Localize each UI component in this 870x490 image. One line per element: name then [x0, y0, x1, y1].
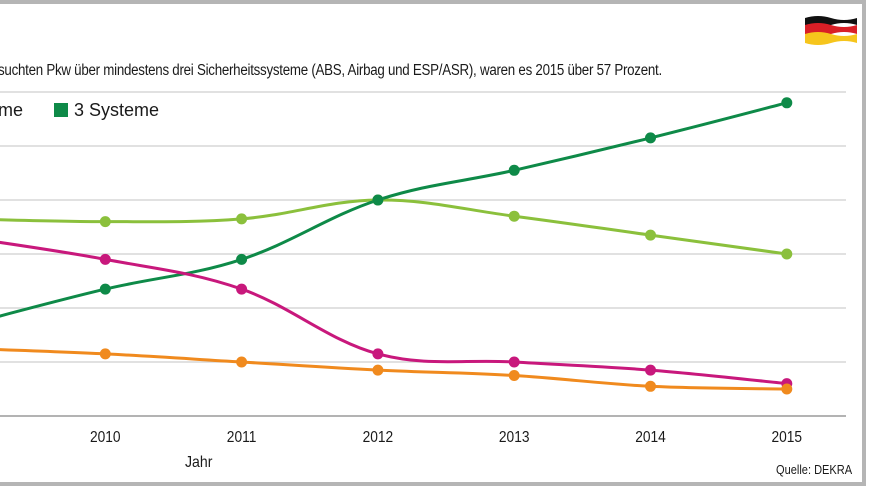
legend-item-partial: me — [0, 100, 23, 121]
data-point — [781, 97, 793, 109]
x-tick-label: 2011 — [227, 428, 257, 446]
legend: me 3 Systeme — [0, 100, 185, 121]
data-point — [645, 380, 656, 392]
data-point — [645, 229, 656, 241]
data-point — [781, 248, 793, 260]
data-point — [508, 164, 520, 176]
source-note: Quelle: DEKRA — [776, 462, 853, 477]
data-point — [781, 383, 793, 395]
data-point — [99, 216, 111, 228]
data-point — [236, 356, 248, 368]
series-line-0 — [0, 198, 789, 256]
data-point — [372, 364, 384, 376]
data-point — [99, 283, 111, 295]
legend-label: me — [0, 100, 24, 120]
data-point — [372, 348, 384, 360]
x-tick-label: 2012 — [363, 428, 394, 446]
data-point — [508, 210, 520, 222]
data-points — [99, 97, 793, 395]
data-point — [236, 253, 248, 265]
x-tick-label: 2014 — [635, 428, 666, 446]
data-point — [236, 213, 248, 225]
data-point — [372, 194, 384, 206]
german-flag-icon — [805, 16, 857, 45]
x-tick-label: 2010 — [90, 428, 121, 446]
x-axis-ticks: 2010 2011 2012 2013 2014 2015 — [90, 428, 802, 446]
data-point — [645, 364, 656, 376]
series-line-1 — [0, 101, 789, 318]
x-axis-label: Jahr — [185, 454, 213, 471]
data-point — [508, 356, 520, 368]
series-line-3 — [0, 348, 789, 391]
x-tick-label: 2015 — [772, 428, 803, 446]
data-point — [99, 348, 111, 360]
legend-item-3-systeme: 3 Systeme — [54, 100, 159, 121]
gridlines — [0, 91, 846, 417]
x-tick-label: 2013 — [499, 428, 530, 446]
data-point — [99, 253, 111, 265]
data-point — [236, 283, 248, 295]
data-point — [508, 370, 520, 381]
chart-subtitle: suchten Pkw über mindestens drei Sicherh… — [0, 62, 662, 79]
legend-swatch-square-icon — [54, 103, 69, 117]
data-point — [645, 132, 656, 144]
legend-label: 3 Systeme — [74, 100, 160, 120]
